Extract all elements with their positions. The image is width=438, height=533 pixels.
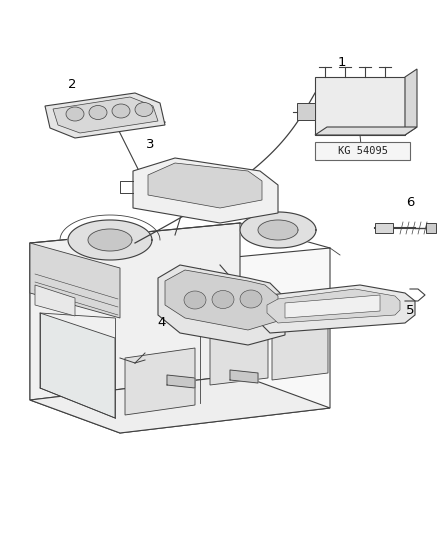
Polygon shape <box>405 69 417 135</box>
Polygon shape <box>40 313 115 418</box>
Polygon shape <box>210 323 268 385</box>
Ellipse shape <box>89 106 107 119</box>
Polygon shape <box>68 220 152 260</box>
Ellipse shape <box>135 102 153 117</box>
Polygon shape <box>258 220 298 240</box>
Polygon shape <box>375 223 393 233</box>
Polygon shape <box>158 265 285 345</box>
Polygon shape <box>88 229 132 251</box>
Polygon shape <box>297 103 315 120</box>
Text: 5: 5 <box>406 304 414 318</box>
Polygon shape <box>272 318 328 380</box>
Polygon shape <box>230 370 258 383</box>
Text: 2: 2 <box>68 78 76 92</box>
FancyBboxPatch shape <box>315 142 410 160</box>
Text: 1: 1 <box>338 56 346 69</box>
Polygon shape <box>315 127 417 135</box>
Polygon shape <box>240 212 316 248</box>
Text: 6: 6 <box>406 197 414 209</box>
Polygon shape <box>255 285 415 333</box>
Polygon shape <box>30 243 120 433</box>
Polygon shape <box>315 77 405 135</box>
Polygon shape <box>35 285 75 316</box>
Polygon shape <box>125 348 195 415</box>
Polygon shape <box>165 270 278 330</box>
Text: KG 54095: KG 54095 <box>338 146 388 156</box>
Polygon shape <box>167 375 195 388</box>
Ellipse shape <box>240 290 262 308</box>
Polygon shape <box>285 295 380 318</box>
Polygon shape <box>133 158 278 223</box>
Polygon shape <box>30 243 120 318</box>
Polygon shape <box>267 289 400 323</box>
Text: 4: 4 <box>158 317 166 329</box>
Text: 3: 3 <box>146 139 154 151</box>
Ellipse shape <box>66 107 84 121</box>
Polygon shape <box>53 97 158 133</box>
Polygon shape <box>426 223 436 233</box>
Polygon shape <box>45 93 165 138</box>
Polygon shape <box>30 375 330 433</box>
Ellipse shape <box>184 291 206 309</box>
Ellipse shape <box>112 104 130 118</box>
Polygon shape <box>30 223 240 400</box>
Polygon shape <box>148 163 262 208</box>
Ellipse shape <box>212 290 234 309</box>
Polygon shape <box>120 248 330 433</box>
